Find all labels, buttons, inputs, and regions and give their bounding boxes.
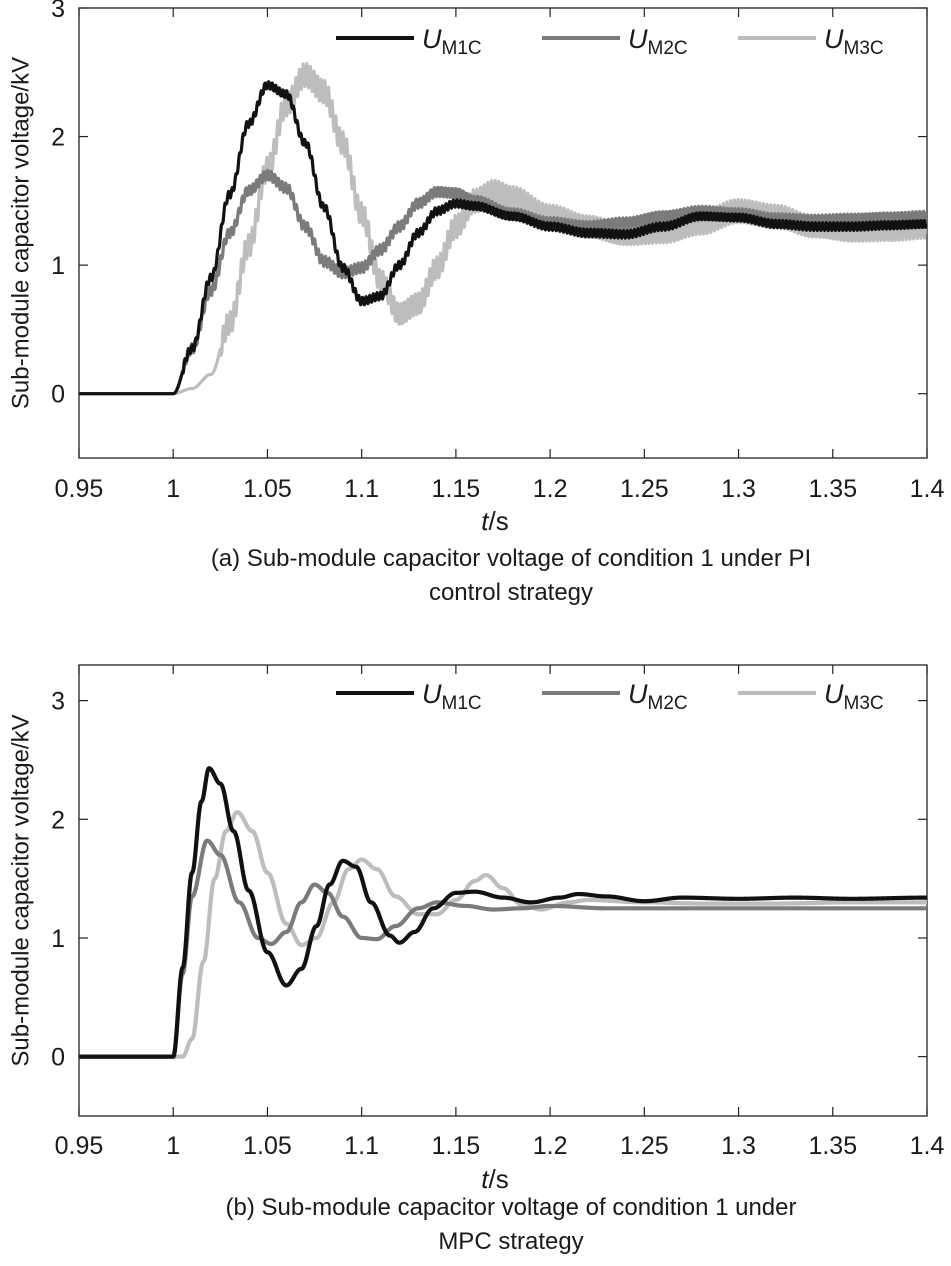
chart0-x-tick-label: 1.3 <box>721 475 756 503</box>
chart0-x-tick-label: 1 <box>166 475 180 503</box>
chart1-x-tick-label: 1 <box>166 1132 180 1160</box>
chart1-y-tick-label: 3 <box>51 688 65 716</box>
chart1-caption-line2: MPC strategy <box>438 1228 583 1255</box>
chart1-legend-var: U <box>422 679 442 709</box>
chart0-legend-label-m3c: UM3C <box>824 24 884 59</box>
chart1-x-tick-label: 1.15 <box>432 1132 481 1160</box>
chart0-legend-subscript: M1C <box>442 38 482 59</box>
chart0-y-axis-label: Sub-module capacitor voltage/kV <box>7 57 34 409</box>
chart0-y-tick-label: 2 <box>51 124 65 152</box>
chart0-legend-subscript: M2C <box>648 38 688 59</box>
chart0-x-axis-label-unit: /s <box>489 506 509 536</box>
chart0-legend-label-m1c: UM1C <box>422 24 482 59</box>
chart1-y-tick-label: 0 <box>51 1044 65 1072</box>
chart1-y-axis-label: Sub-module capacitor voltage/kV <box>7 714 34 1066</box>
chart0-x-tick-label: 1.05 <box>243 475 292 503</box>
chart1-series-um1c <box>79 766 927 1059</box>
chart0-x-tick-label: 1.2 <box>533 475 568 503</box>
chart1-legend-subscript: M1C <box>442 693 482 714</box>
chart0-series-um2c <box>79 168 927 396</box>
chart0-y-tick-label: 3 <box>51 0 65 23</box>
chart1-x-axis-label-unit: /s <box>489 1164 509 1194</box>
chart1-series-um3c <box>79 810 927 1059</box>
chart0-caption-line2: control strategy <box>429 579 593 606</box>
chart0-x-tick-label: 1.25 <box>620 475 669 503</box>
chart0-legend-var: U <box>824 24 844 54</box>
chart1-legend-subscript: M3C <box>844 693 884 714</box>
chart1-y-tick-label: 2 <box>51 806 65 834</box>
chart1-x-tick-label: 1.2 <box>533 1132 568 1160</box>
chart1-x-tick-label: 1.35 <box>808 1132 857 1160</box>
chart1-legend-var: U <box>628 679 648 709</box>
chart0-legend-label-m2c: UM2C <box>628 24 688 59</box>
chart0-y-tick-label: 0 <box>51 381 65 409</box>
chart0-axes-frame <box>78 7 928 459</box>
chart1-legend-var: U <box>824 679 844 709</box>
chart1-x-tick-label: 1.05 <box>243 1132 292 1160</box>
chart0-x-tick-label: 1.4 <box>910 475 945 503</box>
chart1-x-tick-label: 1.3 <box>721 1132 756 1160</box>
chart1-legend-label-m3c: UM3C <box>824 679 884 714</box>
chart1-y-tick-label: 1 <box>51 925 65 953</box>
chart0-y-tick-label: 1 <box>51 252 65 280</box>
chart1-x-axis-label: t/s <box>481 1164 508 1194</box>
chart1-legend-label-m2c: UM2C <box>628 679 688 714</box>
chart0-x-axis-label-var: t <box>481 506 490 536</box>
chart0-x-tick-label: 1.15 <box>432 475 481 503</box>
chart1-x-axis-label-var: t <box>481 1164 490 1194</box>
chart0-legend-var: U <box>422 24 442 54</box>
chart1-x-tick-label: 1.4 <box>910 1132 945 1160</box>
chart0-x-tick-label: 1.35 <box>808 475 857 503</box>
chart1-axes-frame <box>78 664 928 1117</box>
chart1-x-tick-label: 0.95 <box>55 1132 104 1160</box>
chart1-legend-label-m1c: UM1C <box>422 679 482 714</box>
chart1-series-um2c <box>79 838 927 1059</box>
chart1-plot: 0.95 1 1.05 1.1 1.15 1.2 1.25 1.3 1.35 1.4 0 1 2 3 Sub… <box>7 664 945 1255</box>
chart0-plot: 0.95 1 1.05 1.1 1.15 1.2 1.25 1.3 1.35 1.4 0 1 2 3 Sub… <box>7 0 944 606</box>
chart1-x-tick-label: 1.25 <box>620 1132 669 1160</box>
chart1-x-tick-label: 1.1 <box>344 1132 379 1160</box>
chart0-x-tick-label: 1.1 <box>344 475 379 503</box>
chart1-legend-subscript: M2C <box>648 693 688 714</box>
chart0-x-tick-label: 0.95 <box>55 475 104 503</box>
chart1-caption-line1: (b) Sub-module capacitor voltage of cond… <box>225 1194 796 1221</box>
chart0-x-axis-label: t/s <box>481 506 508 536</box>
chart0-legend-subscript: M3C <box>844 38 884 59</box>
chart0-legend-var: U <box>628 24 648 54</box>
chart0-caption-line1: (a) Sub-module capacitor voltage of cond… <box>211 545 811 572</box>
chart0-series-um1c <box>79 80 927 396</box>
